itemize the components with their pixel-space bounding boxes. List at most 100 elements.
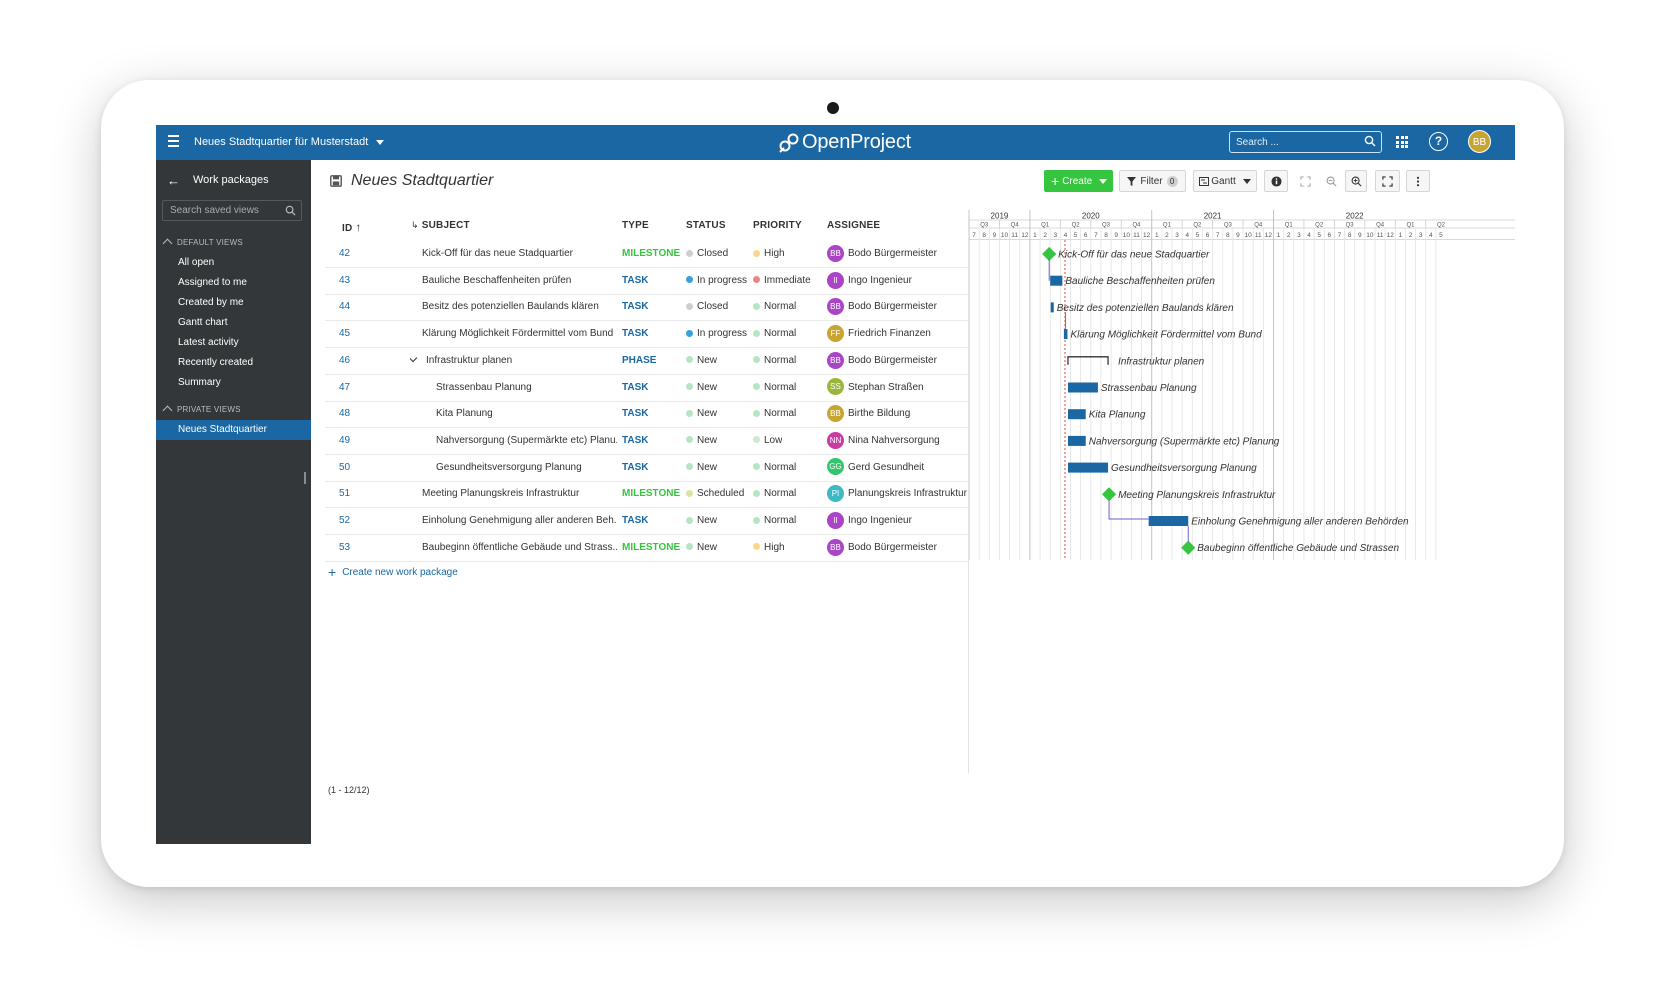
more-actions-button[interactable] — [1406, 170, 1430, 192]
work-package-id[interactable]: 43 — [339, 274, 351, 286]
table-row[interactable]: 50 Gesundheitsversorgung Planung TASK New No… — [325, 454, 968, 482]
work-package-priority[interactable]: High — [753, 534, 785, 561]
create-button[interactable]: + Create — [1044, 170, 1113, 192]
sidebar-item-neues-stadtquartier[interactable]: Neues Stadtquartier — [156, 420, 311, 440]
work-package-status[interactable]: In progress — [686, 267, 747, 294]
sidebar-item-latest-activity[interactable]: Latest activity — [178, 337, 239, 348]
table-row[interactable]: 47 Strassenbau Planung TASK New Normal SS Step… — [325, 374, 968, 402]
table-row[interactable]: 51 Meeting Planungskreis Infrastruktur MIL… — [325, 480, 968, 509]
work-package-assignee[interactable]: BB Bodo Bürgermeister — [827, 347, 968, 374]
gantt-view-button[interactable]: Gantt — [1193, 170, 1257, 192]
work-package-priority[interactable]: Normal — [753, 293, 796, 320]
saved-views-search[interactable] — [162, 200, 302, 221]
help-icon[interactable]: ? — [1429, 132, 1448, 151]
work-package-subject[interactable]: Baubeginn öffentliche Gebäude und Strass… — [422, 541, 617, 553]
work-package-subject[interactable]: Nahversorgung (Supermärkte etc) Planu... — [436, 434, 617, 446]
work-package-priority[interactable]: Normal — [753, 320, 796, 347]
work-package-type[interactable]: TASK — [622, 434, 649, 446]
work-package-subject[interactable]: Besitz des potenziellen Baulands klären — [422, 301, 599, 313]
create-new-work-package-link[interactable]: + Create new work package — [328, 564, 458, 580]
work-package-id[interactable]: 49 — [339, 434, 351, 446]
column-header-type[interactable]: TYPE — [622, 220, 649, 231]
user-avatar[interactable]: BB — [1468, 130, 1491, 153]
sidebar-item-all-open[interactable]: All open — [178, 257, 215, 268]
work-package-subject[interactable]: Strassenbau Planung — [436, 381, 532, 393]
table-row[interactable]: 45 Klärung Möglichkeit Fördermittel vom B… — [325, 320, 968, 349]
work-package-type[interactable]: TASK — [622, 274, 649, 286]
work-package-type[interactable]: PHASE — [622, 354, 657, 366]
work-package-subject[interactable]: Gesundheitsversorgung Planung — [436, 461, 582, 473]
work-package-status[interactable]: New — [686, 400, 717, 427]
work-package-id[interactable]: 51 — [339, 488, 351, 500]
work-package-assignee[interactable]: BB Bodo Bürgermeister — [827, 240, 968, 267]
table-row[interactable]: 52 Einholung Genehmigung aller anderen Be… — [325, 507, 968, 535]
column-header-status[interactable]: STATUS — [686, 220, 726, 231]
table-row[interactable]: 44 Besitz des potenziellen Baulands kläre… — [325, 293, 968, 322]
work-package-priority[interactable]: Normal — [753, 480, 796, 507]
table-row[interactable]: 43 Bauliche Beschaffenheiten prüfen TASK In… — [325, 267, 968, 295]
work-package-type[interactable]: TASK — [622, 381, 649, 393]
chevron-down-icon[interactable] — [410, 353, 418, 363]
global-search[interactable] — [1229, 131, 1382, 153]
save-icon[interactable] — [330, 175, 342, 187]
zoom-in-button[interactable] — [1345, 170, 1367, 192]
work-package-id[interactable]: 48 — [339, 408, 351, 420]
column-header-assignee[interactable]: ASSIGNEE — [827, 220, 881, 231]
work-package-assignee[interactable]: BB Birthe Bildung — [827, 400, 968, 427]
work-package-id[interactable]: 50 — [339, 461, 351, 473]
work-package-type[interactable]: MILESTONE — [622, 541, 681, 553]
work-package-status[interactable]: New — [686, 454, 717, 481]
sidebar-item-created-by-me[interactable]: Created by me — [178, 297, 244, 308]
zoom-out-button[interactable] — [1320, 170, 1342, 192]
table-row[interactable]: 48 Kita Planung TASK New Normal BB Birthe Bild… — [325, 400, 968, 429]
work-package-type[interactable]: TASK — [622, 328, 649, 340]
filter-button[interactable]: Filter 0 — [1119, 170, 1186, 192]
work-package-type[interactable]: TASK — [622, 408, 649, 420]
page-title-text[interactable]: Neues Stadtquartier — [351, 172, 494, 189]
sidebar-item-assigned-to-me[interactable]: Assigned to me — [178, 277, 247, 288]
work-package-id[interactable]: 52 — [339, 515, 351, 526]
column-header-priority[interactable]: PRIORITY — [753, 220, 802, 231]
details-button[interactable] — [1264, 170, 1288, 192]
private-views-section[interactable]: PRIVATE VIEWS — [162, 404, 241, 416]
work-package-id[interactable]: 46 — [339, 354, 351, 366]
work-package-type[interactable]: TASK — [622, 515, 649, 526]
work-package-status[interactable]: Closed — [686, 240, 728, 267]
sidebar-header[interactable]: ← Work packages — [167, 170, 269, 190]
work-package-type[interactable]: MILESTONE — [622, 248, 681, 259]
sidebar-item-gantt-chart[interactable]: Gantt chart — [178, 317, 228, 328]
work-package-subject[interactable]: Kick-Off für das neue Stadquartier — [422, 248, 574, 259]
work-package-priority[interactable]: High — [753, 240, 785, 267]
work-package-id[interactable]: 47 — [339, 381, 351, 393]
work-package-status[interactable]: New — [686, 507, 717, 534]
work-package-status[interactable]: New — [686, 427, 717, 454]
work-package-priority[interactable]: Normal — [753, 400, 796, 427]
work-package-assignee[interactable]: GG Gerd Gesundheit — [827, 454, 968, 481]
work-package-status[interactable]: In progress — [686, 320, 747, 347]
column-header-subject[interactable]: ↳ SUBJECT — [411, 220, 470, 231]
column-header-id[interactable]: ID ↑ — [342, 220, 362, 234]
openproject-logo[interactable]: OpenProject — [778, 129, 911, 156]
work-package-id[interactable]: 42 — [339, 248, 351, 259]
table-row[interactable]: 46 Infrastruktur planen PHASE New Normal BB Bo… — [325, 347, 968, 375]
fullscreen-button[interactable] — [1375, 170, 1400, 192]
work-package-subject[interactable]: Meeting Planungskreis Infrastruktur — [422, 488, 580, 500]
work-package-status[interactable]: New — [686, 534, 717, 561]
saved-views-search-input[interactable] — [170, 201, 280, 220]
table-row[interactable]: 53 Baubeginn öffentliche Gebäude und Stra… — [325, 534, 968, 562]
work-package-id[interactable]: 53 — [339, 541, 351, 553]
work-package-type[interactable]: TASK — [622, 301, 649, 313]
work-package-priority[interactable]: Normal — [753, 347, 796, 374]
work-package-priority[interactable]: Normal — [753, 454, 796, 481]
work-package-assignee[interactable]: PI Planungskreis Infrastruktur — [827, 480, 968, 507]
work-package-type[interactable]: MILESTONE — [622, 488, 681, 500]
work-package-status[interactable]: New — [686, 347, 717, 374]
work-package-assignee[interactable]: II Ingo Ingenieur — [827, 507, 968, 534]
work-package-assignee[interactable]: BB Bodo Bürgermeister — [827, 293, 968, 320]
menu-icon[interactable] — [168, 135, 179, 150]
table-row[interactable]: 49 Nahversorgung (Supermärkte etc) Planu.… — [325, 427, 968, 455]
work-package-id[interactable]: 45 — [339, 328, 351, 340]
work-package-assignee[interactable]: II Ingo Ingenieur — [827, 267, 968, 294]
modules-grid-icon[interactable] — [1396, 136, 1408, 148]
project-selector[interactable]: Neues Stadtquartier für Musterstadt — [194, 125, 385, 160]
